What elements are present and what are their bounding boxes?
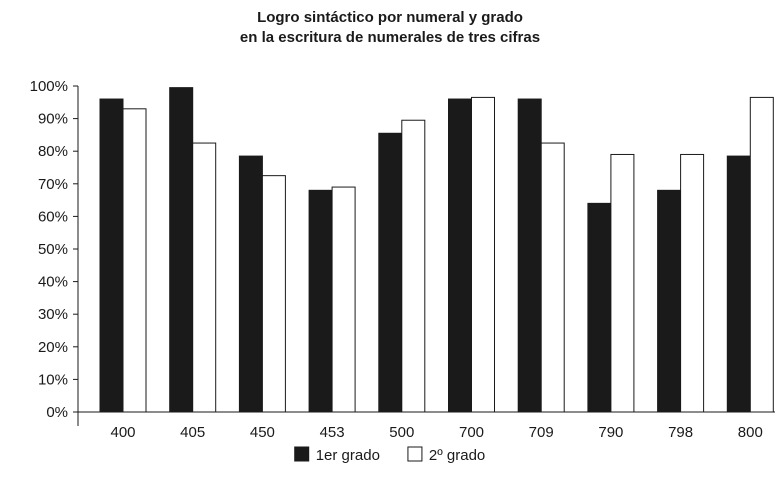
bar-800-series-2	[749, 96, 774, 413]
legend-swatch	[407, 446, 423, 462]
bar-453-series-1	[308, 189, 333, 413]
bar-700-series-1	[448, 98, 472, 413]
legend: 1er grado 2º grado	[294, 446, 485, 464]
bar-400-series-2	[122, 108, 147, 413]
x-tick-label: 453	[320, 424, 345, 441]
x-tick-label: 500	[389, 424, 414, 441]
bar-450-series-2	[261, 175, 286, 413]
bar-798-series-2	[680, 153, 705, 413]
y-axis: 0% 10% 20% 30% 40% 50% 60% 70% 80% 90% 100%	[30, 78, 79, 426]
bar-800-series-1	[726, 155, 751, 413]
bar-709-series-1	[517, 98, 542, 413]
x-tick-label: 790	[598, 424, 623, 441]
bar-500-series-1	[378, 132, 403, 413]
y-tick-label: 0%	[46, 404, 68, 421]
bar-405-series-2	[192, 142, 217, 413]
bars	[99, 87, 774, 413]
bar-790-series-1	[587, 202, 612, 413]
bar-709-series-2	[540, 142, 565, 413]
y-tick-label: 80%	[38, 143, 68, 160]
bar-405-series-1	[169, 87, 194, 413]
y-tick-label: 90%	[38, 111, 68, 128]
y-tick-label: 50%	[38, 241, 68, 258]
y-tick-label: 70%	[38, 176, 68, 193]
x-tick-label: 800	[738, 424, 763, 441]
y-tick-label: 40%	[38, 274, 68, 291]
x-tick-label: 400	[110, 424, 135, 441]
bar-400-series-1	[99, 98, 124, 413]
y-tick-label: 10%	[38, 371, 68, 388]
bar-500-series-2	[401, 119, 426, 413]
y-tick-label: 20%	[38, 339, 68, 356]
legend-label: 2º grado	[429, 447, 485, 464]
x-tick-label: 450	[250, 424, 275, 441]
x-tick-label: 700	[459, 424, 484, 441]
y-tick-label: 60%	[38, 208, 68, 225]
legend-item-1: 1er grado	[294, 446, 380, 464]
bar-450-series-1	[238, 155, 263, 413]
y-tick-label: 100%	[30, 78, 68, 95]
legend-label: 1er grado	[316, 447, 380, 464]
x-axis: 400 405 450 453 500 700 709 790 798 800	[78, 411, 775, 441]
x-tick-label: 709	[529, 424, 554, 441]
chart-title-line-1: Logro sintáctico por numeral y grado	[257, 9, 523, 26]
x-tick-label: 405	[180, 424, 205, 441]
bar-700-series-2	[471, 96, 495, 413]
chart-title-line-2: en la escritura de numerales de tres cif…	[239, 29, 541, 46]
legend-swatch	[294, 446, 310, 462]
bar-453-series-2	[331, 186, 356, 413]
x-tick-label: 798	[668, 424, 693, 441]
bar-790-series-2	[610, 153, 635, 413]
bar-798-series-1	[657, 189, 682, 413]
legend-item-2: 2º grado	[407, 446, 485, 464]
y-tick-label: 30%	[38, 306, 68, 323]
